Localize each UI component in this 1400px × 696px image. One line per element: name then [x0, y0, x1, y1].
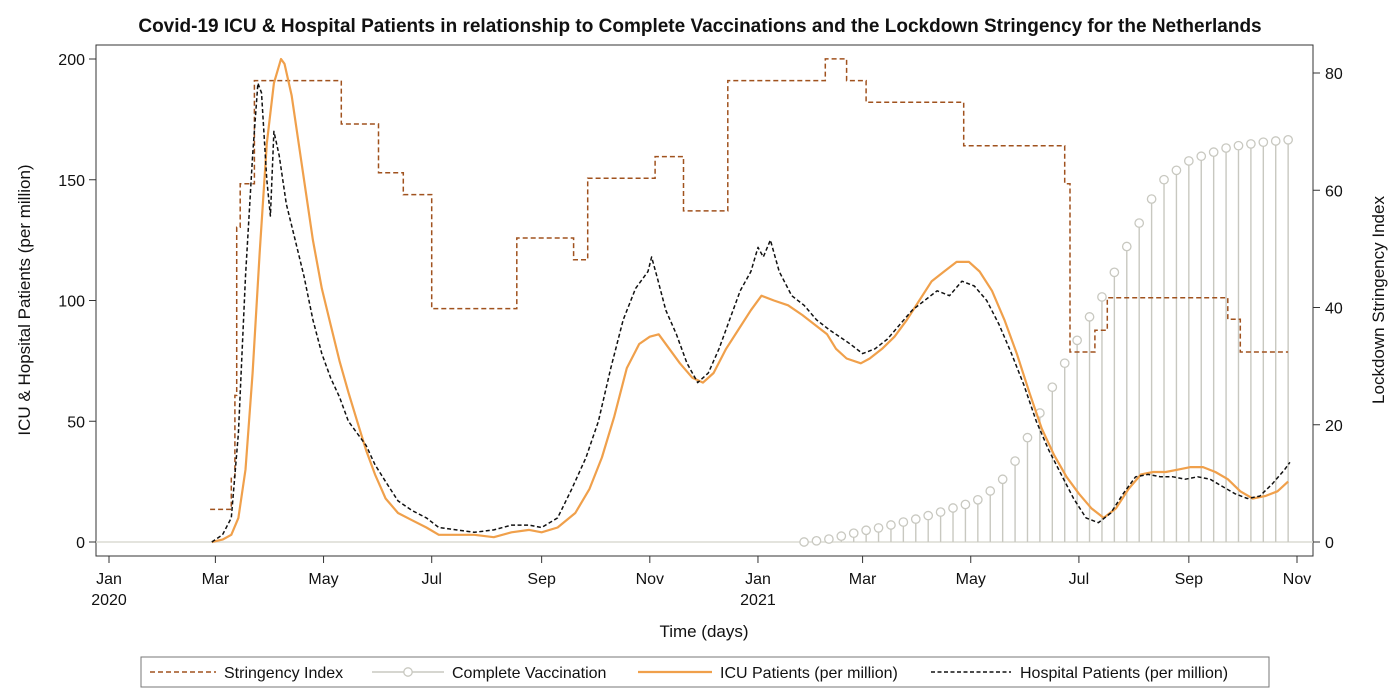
x-tick-label: Nov: [636, 571, 664, 588]
vaccination-point: [1258, 137, 1269, 148]
vaccination-point: [960, 499, 971, 510]
vaccination-point: [848, 528, 859, 539]
vaccination-point: [824, 534, 834, 544]
line-series: [210, 57, 1291, 544]
legend-label: ICU Patients (per million): [720, 665, 898, 682]
y-tick-label: 50: [67, 414, 85, 431]
y2-tick-label: 60: [1325, 183, 1343, 200]
vaccination-point: [972, 494, 983, 505]
axes: [95, 44, 1314, 557]
tick-labels: 0 50 100 150 200 0 20 40 60 80 Jan 2020 Mar May Jul Sep…: [58, 52, 1343, 609]
x-tick-label: Jul: [1069, 571, 1089, 588]
vaccination-point: [799, 537, 809, 547]
vaccination-point: [1059, 358, 1070, 369]
legend-label: Stringency Index: [224, 665, 343, 682]
x-tick-year-label: 2020: [91, 592, 127, 609]
vaccination-point: [861, 525, 871, 536]
legend-label: Complete Vaccination: [452, 665, 606, 682]
x-tick-label: Jul: [421, 571, 441, 588]
vaccination-point: [1183, 156, 1194, 166]
vaccination-point: [873, 523, 884, 533]
vaccination-point: [948, 503, 958, 513]
legend-swatch-vaccination-marker: [403, 667, 413, 677]
vaccination-point: [1097, 292, 1107, 302]
x-tick-label: Mar: [849, 571, 877, 588]
vaccination-point: [1159, 174, 1169, 185]
vaccination-series: [799, 134, 1293, 547]
vaccination-point: [1010, 456, 1020, 466]
vaccination-point: [1233, 140, 1244, 151]
x-tick-label: Jan: [745, 571, 771, 588]
x-tick-label: Sep: [1175, 571, 1204, 588]
chart-title: Covid-19 ICU & Hospital Patients in rela…: [138, 16, 1261, 37]
x-tick-label: Sep: [527, 571, 556, 588]
legend: Stringency Index Complete Vaccination ICU …: [140, 656, 1270, 688]
vaccination-point: [1072, 335, 1082, 346]
vaccination-point: [1134, 218, 1145, 228]
x-tick-year-label: 2021: [740, 592, 776, 609]
vaccination-point: [898, 517, 909, 527]
x-tick-label: May: [956, 571, 986, 588]
x-tick-label: Nov: [1283, 571, 1311, 588]
y-tick-label: 100: [58, 294, 85, 311]
vaccination-point: [886, 520, 896, 530]
vaccination-point: [985, 486, 996, 496]
vaccination-point: [1221, 143, 1231, 153]
vaccination-point: [1246, 139, 1256, 149]
y-tick-label: 0: [76, 535, 85, 552]
plot-frame: [95, 44, 1314, 557]
y2-tick-label: 0: [1325, 535, 1334, 552]
vaccination-point: [1084, 312, 1095, 322]
x-axis-label: Time (days): [659, 622, 748, 641]
legend-label: Hospital Patients (per million): [1020, 665, 1228, 682]
vaccination-point: [1196, 151, 1207, 162]
vaccination-point: [1208, 147, 1219, 157]
vaccination-point: [1121, 241, 1132, 252]
x-tick-label: Mar: [202, 571, 230, 588]
vaccination-point: [1171, 165, 1182, 176]
y2-tick-label: 40: [1325, 301, 1343, 318]
vaccination-point: [1283, 134, 1293, 145]
y-tick-label: 150: [58, 173, 85, 190]
vaccination-point: [836, 531, 847, 541]
y-axis-label: ICU & Hopsital Patients (per million): [15, 164, 34, 435]
vaccination-point: [811, 535, 822, 546]
vaccination-point: [1146, 194, 1157, 204]
y2-tick-label: 20: [1325, 418, 1343, 435]
stringency-index-line: [210, 58, 1289, 511]
hospital-patients-line: [211, 82, 1291, 543]
y-tick-label: 200: [58, 52, 85, 69]
vaccination-point: [997, 474, 1008, 485]
vaccination-point: [923, 510, 934, 521]
x-tick-label: Jan: [96, 571, 122, 588]
icu-patients-line: [211, 57, 1289, 544]
y2-axis-label: Lockdown Stringency Index: [1369, 196, 1388, 404]
vaccination-point: [1022, 432, 1033, 443]
x-tick-label: May: [308, 571, 338, 588]
vaccination-point: [910, 514, 921, 524]
vaccination-point: [1047, 382, 1058, 393]
vaccination-point: [1270, 136, 1281, 146]
y2-tick-label: 80: [1325, 66, 1343, 83]
vaccination-point: [1109, 267, 1120, 278]
vaccination-point: [935, 507, 946, 517]
